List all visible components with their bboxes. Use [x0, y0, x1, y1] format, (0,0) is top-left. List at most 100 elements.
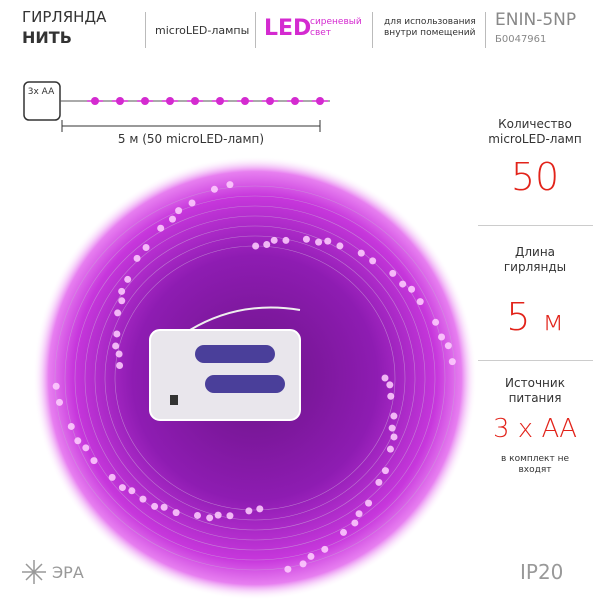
led-glow	[188, 199, 196, 207]
led-glow	[444, 342, 452, 350]
led-glow	[118, 484, 126, 492]
battery-box	[149, 306, 301, 421]
led-glow	[399, 280, 407, 288]
led-glow	[67, 422, 75, 430]
led-glow	[114, 309, 122, 317]
led-glow	[375, 478, 383, 486]
protection: IP20	[520, 560, 564, 584]
led-glow	[139, 495, 147, 503]
led-glow	[118, 287, 126, 295]
led-glow	[108, 473, 116, 481]
spec-value: 5	[506, 295, 531, 339]
led-glow	[432, 318, 440, 326]
led-glow	[387, 392, 395, 400]
led-glow	[175, 207, 183, 215]
led-glow	[214, 511, 222, 519]
led-glow	[315, 238, 323, 246]
led-glow	[115, 350, 123, 358]
led-glow	[324, 237, 332, 245]
led-glow	[369, 257, 377, 265]
led-glow	[381, 467, 389, 475]
led-glow	[336, 242, 344, 250]
subtitle: НИТЬ	[22, 28, 72, 47]
wires	[52, 181, 456, 573]
lamp-type: microLED-лампы	[155, 24, 250, 37]
led-glow	[416, 298, 424, 306]
led-glow	[386, 381, 394, 389]
led-glow	[386, 445, 394, 453]
led-glow	[389, 269, 397, 277]
divider	[485, 12, 486, 48]
battery-label: 3x AA	[27, 87, 55, 97]
led-glow	[307, 552, 315, 560]
led-glow	[408, 285, 416, 293]
wire-loop	[74, 205, 436, 551]
led-glow	[112, 342, 120, 350]
led-glow	[390, 412, 398, 420]
string-leds	[87, 97, 328, 105]
divider	[478, 225, 593, 226]
spec-label: Количество microLED-ламп	[488, 117, 582, 146]
led-glow	[172, 509, 180, 517]
led-glow	[357, 249, 365, 257]
led-glow	[252, 242, 260, 250]
led-glow	[284, 565, 292, 573]
spec-unit: м	[542, 304, 564, 337]
length-label: 5 м (50 microLED-ламп)	[117, 132, 265, 146]
spec-note: в комплект не входят	[500, 454, 570, 475]
led-glow	[351, 519, 359, 527]
led-glow	[113, 330, 121, 338]
led-glow	[52, 382, 60, 390]
led-glow	[157, 224, 165, 232]
led-glow	[302, 235, 310, 243]
led-glow	[118, 297, 126, 305]
led-glow	[82, 444, 90, 452]
spec-value: 50	[510, 155, 560, 199]
led-glow	[270, 236, 278, 244]
wire-loop	[84, 215, 426, 541]
led-glow	[193, 511, 201, 519]
led-glow	[133, 254, 141, 262]
led-glow	[128, 487, 136, 495]
led-glow	[390, 433, 398, 441]
led-glow	[388, 424, 396, 432]
wire-loop	[54, 185, 456, 571]
brand: ЭРА	[52, 563, 84, 582]
wire-loop	[64, 195, 446, 561]
code: Б0047961	[495, 34, 547, 45]
led-glow	[142, 243, 150, 251]
led-glow	[124, 275, 132, 283]
led-glow	[256, 505, 264, 513]
led-glow	[226, 181, 234, 189]
wire-loop	[94, 225, 416, 531]
model: ENIN-5NP	[495, 10, 577, 30]
usage: для использования внутри помещений	[384, 17, 476, 38]
divider	[145, 12, 146, 48]
led-glow	[299, 560, 307, 568]
divider	[372, 12, 373, 48]
led-glow	[438, 333, 446, 341]
wire-loop	[104, 235, 406, 521]
led-glow	[206, 514, 214, 522]
led-glow	[448, 358, 456, 366]
led-glow	[56, 398, 64, 406]
title: ГИРЛЯНДА	[22, 8, 107, 26]
led-glow	[321, 545, 329, 553]
led-glow	[355, 510, 363, 518]
led-glow	[340, 528, 348, 536]
led-glow	[116, 361, 124, 369]
led-glow	[282, 236, 290, 244]
led-label: LED	[264, 16, 312, 41]
led-glow	[168, 215, 176, 223]
led-glow	[381, 374, 389, 382]
spec-value-group: 5 м	[470, 295, 600, 339]
light-color: сиреневый свет	[310, 17, 362, 38]
divider	[478, 360, 593, 361]
led-glow	[245, 507, 253, 515]
led-glow	[160, 503, 168, 511]
spec-value: 3 х АА	[492, 414, 578, 444]
led-glow	[226, 512, 234, 520]
led-glow	[74, 437, 82, 445]
